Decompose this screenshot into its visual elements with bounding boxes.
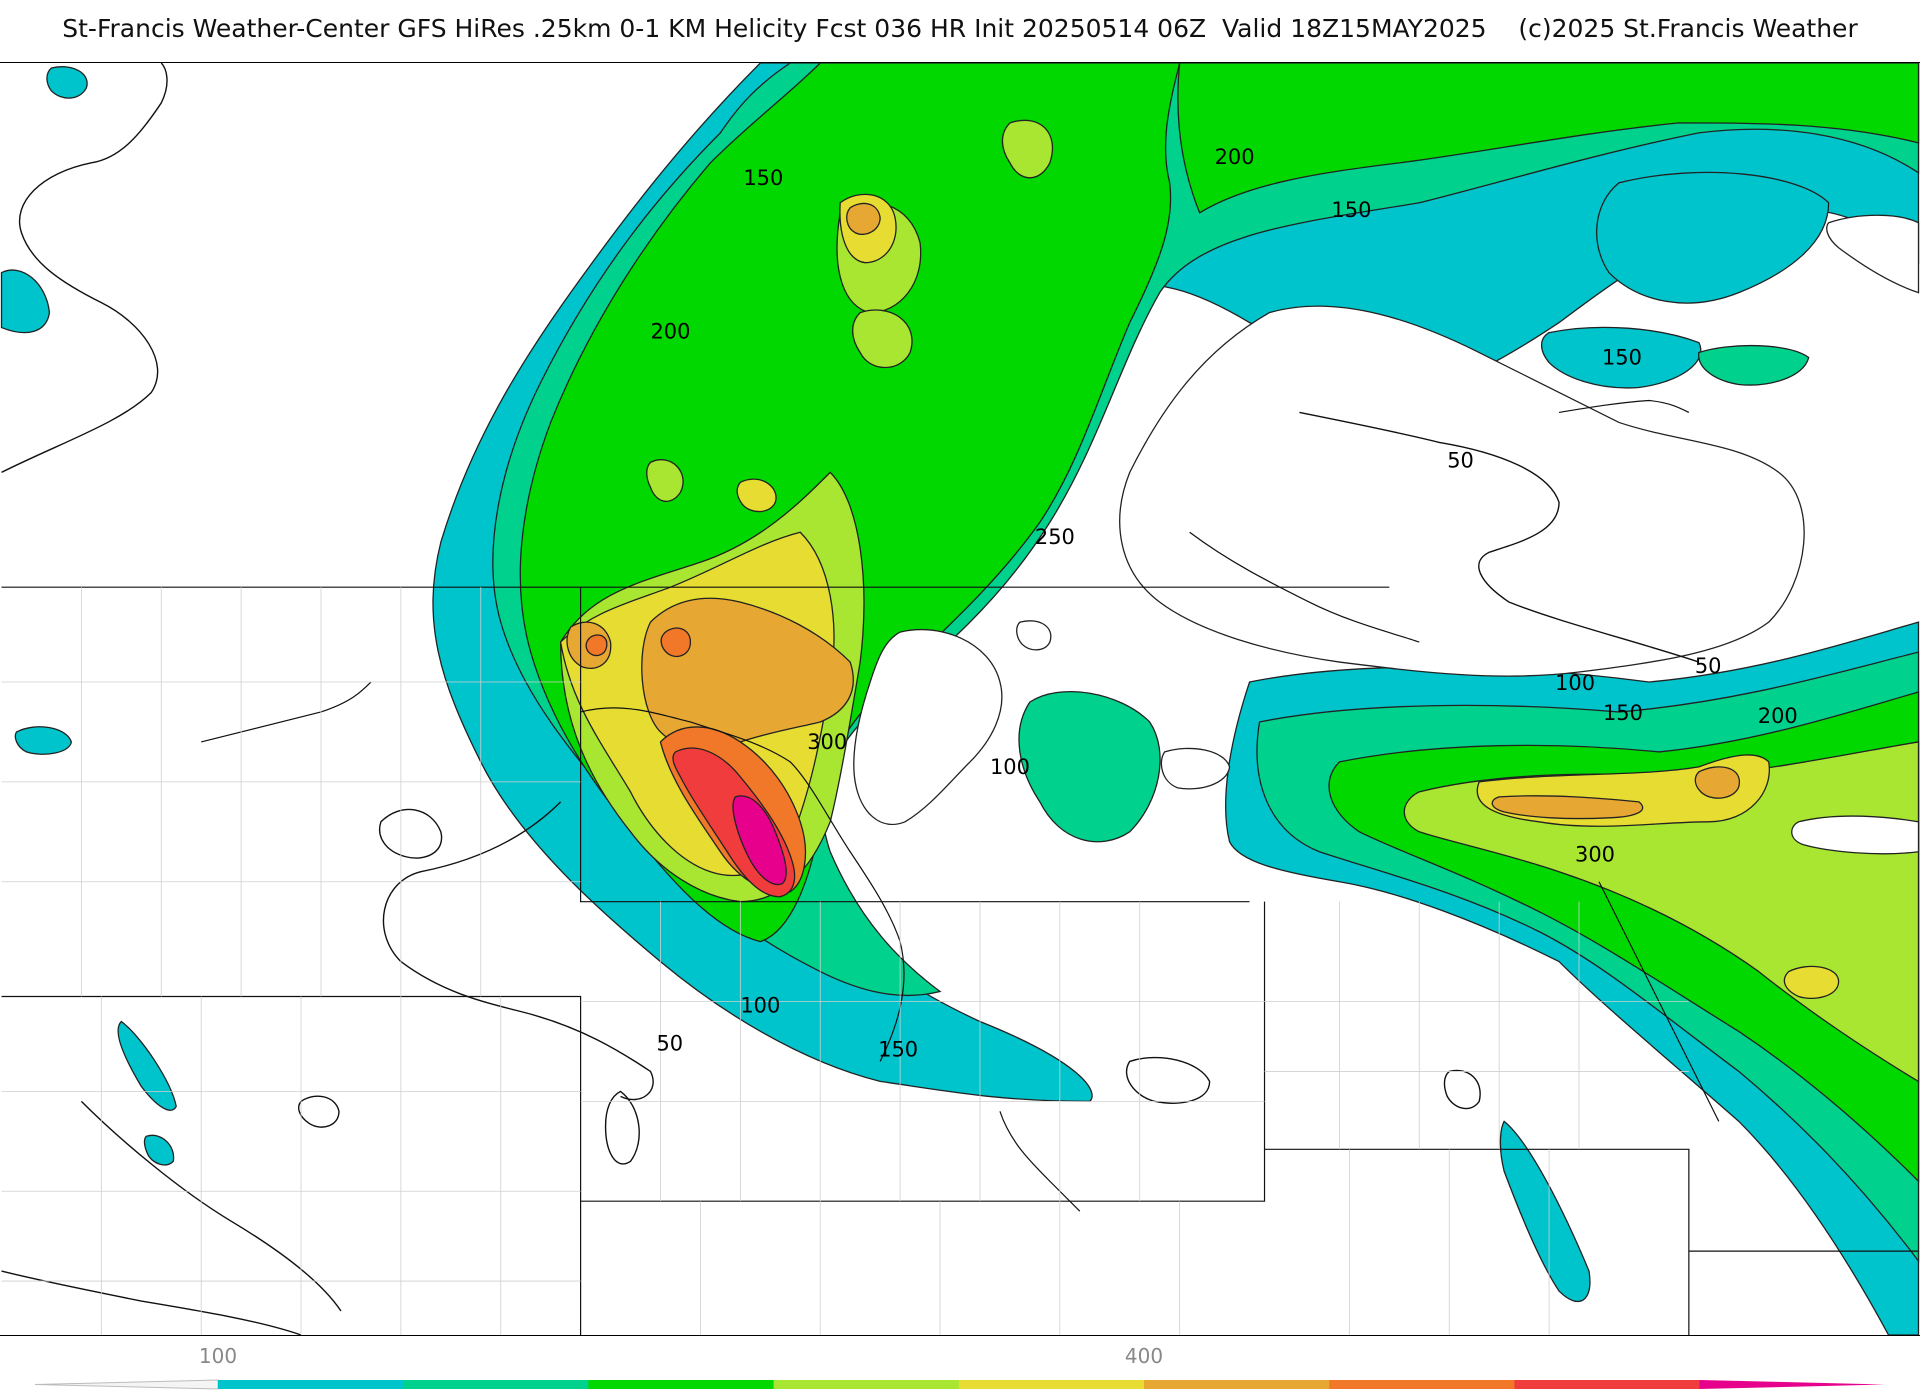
legend-swatch [218, 1380, 404, 1389]
river-1 [580, 707, 905, 1062]
legend-swatch [958, 1380, 1145, 1389]
fill-yellow-east2 [1783, 965, 1840, 1000]
contour-label: 100 [990, 755, 1030, 779]
hole-mid [1016, 620, 1052, 651]
contour-label: 50 [1695, 654, 1722, 678]
fill-magenta-core [732, 795, 787, 886]
contour-misc-sw [298, 1095, 340, 1128]
fill-orange-east2 [1694, 766, 1741, 799]
map-title: St-Francis Weather-Center GFS HiRes .25k… [62, 14, 1858, 43]
contour-misc-sw2 [80, 1100, 342, 1312]
legend-swatch [403, 1380, 589, 1389]
contour-label: 150 [1602, 346, 1642, 370]
lake-2 [1558, 399, 1690, 414]
fill-yellow-west [736, 478, 777, 513]
helicity-map: 150 200 200 150 150 250 50 50 100 150 20… [0, 62, 1920, 1336]
contour-50-south [382, 801, 654, 1101]
fill-cyan-blob-w2 [14, 726, 73, 755]
fill-cyan-blob-nw [46, 66, 88, 99]
fill-cyan-blob-ne [1596, 171, 1830, 304]
hole-far-east [1791, 815, 1920, 855]
contour-misc-se2 [1443, 1069, 1481, 1110]
contour-50-west [1, 63, 168, 473]
hole-ne [1119, 305, 1805, 677]
contour-label-group: 150 200 200 150 150 250 50 50 100 150 20… [650, 145, 1797, 1062]
contour-label: 200 [1215, 145, 1255, 169]
contour-label: 150 [878, 1037, 918, 1061]
color-legend: 100 400 [34, 1344, 1885, 1390]
fill-redorange-west [660, 627, 692, 658]
contour-label: 150 [1603, 701, 1643, 725]
fill-lightgreen-north3 [1001, 119, 1054, 179]
hole-east [1160, 747, 1231, 790]
legend-swatch [1329, 1380, 1515, 1389]
contour-label: 250 [1035, 525, 1075, 549]
contour-label: 300 [807, 730, 847, 754]
boundaries [1, 399, 1919, 1335]
fill-orange-core [641, 597, 854, 750]
contour-misc-s [604, 1090, 640, 1165]
legend-tail-left [34, 1379, 219, 1390]
fill-cyan-blob-ne2 [1540, 326, 1702, 389]
river-3 [999, 1111, 1081, 1212]
border-state-2 [1, 995, 582, 1335]
fill-green-blob-ne [1698, 344, 1810, 386]
contour-label: 50 [1447, 448, 1474, 472]
contour-label: 50 [656, 1031, 683, 1055]
fill-orange-east [1491, 795, 1644, 820]
contour-label: 200 [1758, 704, 1798, 728]
open-contours [1, 63, 1700, 1335]
contour-label: 100 [1555, 671, 1595, 695]
contour-misc-w [379, 808, 443, 859]
legend-tick-label: 400 [1125, 1344, 1163, 1368]
legend-swatch [1699, 1380, 1885, 1389]
fill-teal-lobe [1018, 690, 1161, 843]
hole-center [853, 628, 1003, 826]
river-2 [1189, 531, 1420, 643]
fill-redorange-west2 [585, 634, 608, 657]
contour-label: 150 [743, 166, 783, 190]
legend-swatch [773, 1380, 960, 1389]
fill-cyan-blob-sw [117, 1020, 177, 1111]
contour-100-sw [1, 1270, 302, 1335]
fill-cyan-blob-sw2 [143, 1134, 175, 1166]
hole-far-east2 [1826, 214, 1920, 294]
low-value-holes [853, 214, 1920, 855]
contour-label: 200 [650, 320, 690, 344]
lake-1 [201, 681, 372, 743]
fill-cyan-blob-se [1499, 1120, 1591, 1303]
fill-lightgreen-north2 [852, 309, 913, 368]
contour-label: 150 [1331, 198, 1371, 222]
county-lines [1, 587, 1689, 1335]
border-state-1 [579, 587, 1250, 903]
legend-bar [34, 1379, 1885, 1390]
contour-50-ne [1299, 411, 1700, 663]
fill-cyan-blob-w [0, 269, 51, 334]
legend-tick-label: 100 [199, 1344, 237, 1368]
legend-swatch [1514, 1380, 1701, 1389]
fill-orange-north [846, 202, 881, 235]
legend-swatch [588, 1380, 775, 1389]
contour-label: 100 [740, 994, 780, 1018]
contour-label: 300 [1575, 843, 1615, 867]
legend-swatch [1144, 1380, 1330, 1389]
contour-misc-se [1125, 1056, 1211, 1104]
fill-green-northeast [1177, 63, 1920, 214]
filled-contours [0, 63, 1920, 1335]
fill-lightgreen-west [646, 459, 684, 502]
